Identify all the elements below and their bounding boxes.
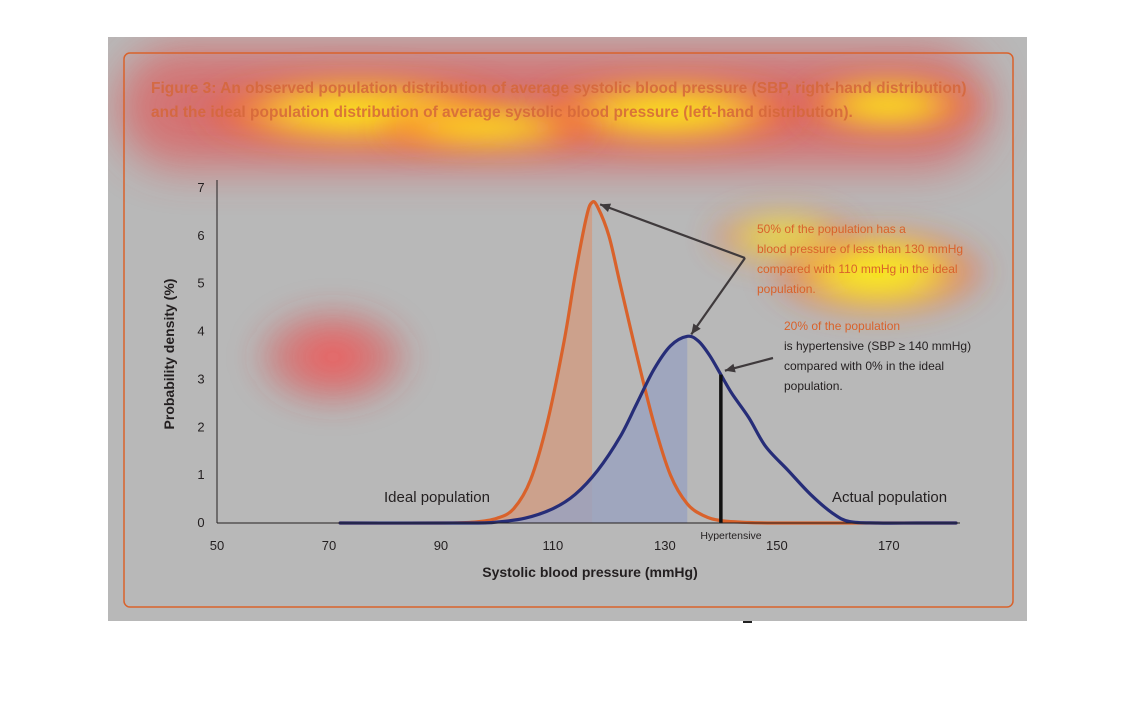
series-line-actual — [338, 334, 958, 525]
x-tick-label: 130 — [654, 538, 676, 553]
annotation-line: 20% of the population — [784, 319, 900, 333]
hypertensive-label: Hypertensive — [700, 530, 761, 542]
chart-title: Figure 3: An observed population distrib… — [151, 80, 967, 97]
figure-frame — [123, 52, 1014, 608]
x-axis-label: Systolic blood pressure (mmHg) — [482, 564, 697, 580]
heat-spot — [703, 205, 863, 269]
annotation-hypertensive: 20% of the population is hypertensive (S… — [784, 319, 971, 393]
arrow-to-ideal-peak — [599, 203, 746, 260]
y-axis-label: Probability density (%) — [161, 279, 177, 430]
shaded-region-actual — [340, 335, 689, 524]
y-tick-label: 2 — [197, 419, 204, 434]
series-label-ideal: Ideal population — [384, 489, 490, 506]
x-tick-label: 170 — [878, 538, 900, 553]
arrow-head — [691, 323, 701, 335]
x-tick-label: 70 — [322, 538, 336, 553]
y-tick-label: 4 — [197, 324, 204, 339]
x-tick-label: 110 — [543, 538, 564, 553]
y-tick-label: 7 — [197, 180, 204, 195]
x-tick-label: 150 — [766, 538, 788, 553]
arrow-head — [600, 203, 612, 213]
x-tick-label: 90 — [434, 538, 448, 553]
annotation-median: 50% of the population has a blood pressu… — [757, 222, 963, 296]
y-tick-label: 6 — [197, 228, 204, 243]
series-label-actual: Actual population — [832, 489, 947, 506]
axes: 0 1 2 3 4 5 6 7 50 70 90 110 130 150 170 — [197, 180, 960, 553]
y-tick-label: 0 — [197, 515, 204, 530]
x-tick-label: 50 — [210, 538, 224, 553]
chart-subtitle: and the ideal population distribution of… — [151, 104, 853, 121]
arrow-to-actual-peak — [690, 257, 746, 335]
heat-spot — [368, 101, 608, 153]
chart-panel: Figure 3: An observed population distrib… — [108, 37, 1027, 621]
attention-heatmap — [118, 47, 993, 412]
annotation-line: compared with 110 mmHg in the ideal — [757, 262, 958, 276]
annotation-line: compared with 0% in the ideal — [784, 359, 944, 373]
shaded-region-ideal — [340, 201, 593, 524]
annotation-line: population. — [757, 282, 816, 296]
annotation-line: blood pressure of less than 130 mmHg — [757, 242, 963, 256]
chart-svg: Figure 3: An observed population distrib… — [118, 47, 1014, 608]
y-tick-label: 3 — [197, 371, 204, 386]
heat-spot — [248, 302, 418, 412]
arrow-head — [724, 363, 736, 373]
cursor-marker — [743, 621, 752, 623]
annotation-line: 50% of the population has a — [757, 222, 906, 236]
shaded-regions — [340, 201, 689, 524]
annotation-line: population. — [784, 379, 843, 393]
y-tick-label: 1 — [197, 467, 204, 482]
heat-spot — [788, 75, 988, 135]
y-tick-label: 5 — [197, 276, 204, 291]
annotation-line: is hypertensive (SBP ≥ 140 mmHg) — [784, 339, 971, 353]
annotation-arrows — [599, 203, 774, 373]
